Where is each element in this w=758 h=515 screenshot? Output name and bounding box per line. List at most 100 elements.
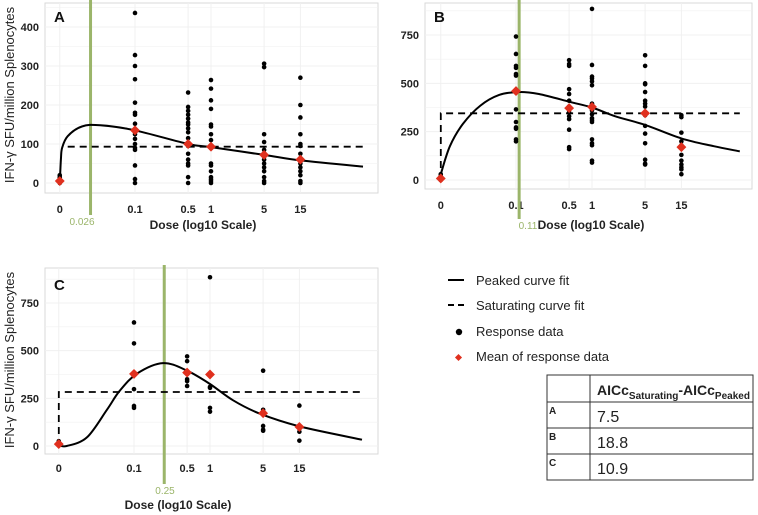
response-point [261, 169, 267, 174]
y-tick-label: 300 [21, 61, 39, 73]
x-tick-label: 0 [56, 463, 62, 475]
x-tick-label: 0.1 [126, 463, 141, 475]
response-point [513, 126, 519, 132]
response-point [208, 86, 214, 91]
response-point [132, 100, 138, 105]
threshold-label: 0.026 [69, 217, 94, 228]
legend-red-diamond-icon [454, 353, 463, 362]
mean-point [676, 142, 687, 153]
response-point [184, 378, 190, 384]
y-axis-label: IFN-γ SFU/million Splenocytes [2, 6, 17, 183]
response-point [261, 131, 267, 137]
y-tick-label: 750 [401, 30, 419, 42]
threshold-label: 0.11 [519, 221, 538, 232]
response-point [298, 169, 303, 174]
response-point [679, 139, 684, 144]
mean-point [435, 173, 446, 184]
x-tick-label: 15 [294, 204, 306, 216]
response-point [589, 142, 595, 148]
panel-label: C [54, 277, 65, 294]
x-tick-label: 15 [293, 463, 305, 475]
table-cell-b: 18.8 [597, 435, 628, 452]
x-tick-label: 0 [438, 200, 444, 212]
response-point [589, 137, 595, 142]
response-point [132, 163, 138, 168]
response-point [261, 64, 267, 70]
response-point [642, 157, 648, 162]
x-tick-label: 0.1 [127, 204, 142, 216]
response-point [207, 409, 213, 414]
response-point [185, 163, 191, 168]
response-point [208, 106, 214, 112]
response-point [642, 89, 648, 95]
response-point [589, 82, 595, 88]
response-point [261, 147, 267, 153]
response-point [298, 131, 303, 137]
response-point [185, 126, 191, 131]
response-point [261, 139, 267, 145]
y-tick-label: 400 [21, 22, 39, 34]
response-point [261, 161, 267, 166]
y-tick-label: 250 [401, 127, 419, 139]
response-point [513, 34, 519, 39]
legend-label-peaked: Peaked curve fit [476, 273, 570, 288]
response-point [131, 341, 137, 346]
response-point [642, 131, 648, 136]
response-point [566, 116, 572, 122]
y-tick-label: 100 [21, 139, 39, 151]
response-point [513, 139, 519, 144]
response-point [298, 102, 303, 108]
mean-point [258, 408, 269, 419]
response-point [208, 98, 214, 103]
response-point [132, 176, 138, 182]
response-point [132, 141, 138, 147]
y-tick-label: 750 [21, 298, 39, 310]
table-row-label-c: C [549, 458, 556, 469]
mean-point [205, 369, 215, 380]
response-point [208, 77, 214, 83]
response-point [185, 108, 191, 114]
table-row-label-b: B [549, 432, 556, 443]
x-tick-label: 0 [57, 204, 63, 216]
mean-point [640, 108, 651, 119]
response-point [679, 167, 684, 172]
x-tick-label: 1 [589, 200, 595, 212]
x-axis-label: Dose (log10 Scale) [150, 218, 257, 232]
response-point [185, 174, 191, 180]
response-point [131, 386, 137, 392]
response-point [131, 405, 137, 411]
x-axis-label: Dose (log10 Scale) [538, 218, 645, 232]
response-point [132, 52, 138, 58]
response-point [260, 428, 266, 434]
response-point [298, 75, 303, 80]
response-point [260, 368, 266, 373]
response-point [132, 10, 138, 16]
response-point [513, 119, 519, 125]
response-point [208, 131, 214, 137]
response-point [589, 79, 595, 84]
mean-point [183, 139, 194, 149]
aicc-table: AICcSaturating-AICcPeaked A 7.5 B 18.8 C… [546, 374, 754, 481]
x-tick-label: 1 [208, 204, 214, 216]
x-tick-label: 0.1 [508, 200, 523, 212]
response-point [184, 358, 190, 364]
response-point [185, 151, 191, 157]
response-point [132, 121, 138, 127]
response-point [566, 146, 572, 152]
table-cell-a: 7.5 [597, 409, 619, 426]
legend: Peaked curve fit Saturating curve fit Re… [448, 273, 610, 364]
response-point [185, 112, 191, 118]
mean-point [587, 101, 597, 112]
response-point [208, 180, 214, 186]
mean-point [259, 149, 270, 160]
response-point [208, 163, 214, 168]
x-axis-label: Dose (log10 Scale) [125, 498, 232, 512]
response-point [642, 82, 648, 87]
response-point [679, 152, 684, 158]
y-tick-label: 0 [33, 441, 39, 453]
response-point [207, 405, 213, 411]
response-point [566, 63, 572, 69]
x-tick-label: 0.5 [179, 463, 194, 475]
response-point [260, 423, 266, 429]
